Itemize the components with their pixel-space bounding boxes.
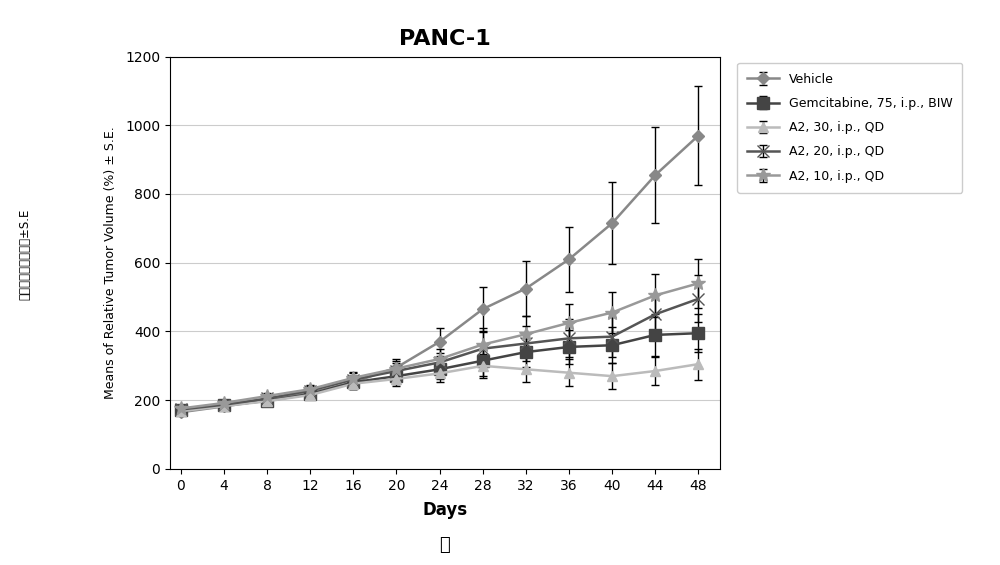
Legend: Vehicle, Gemcitabine, 75, i.p., BIW, A2, 30, i.p., QD, A2, 20, i.p., QD, A2, 10,: Vehicle, Gemcitabine, 75, i.p., BIW, A2,…: [737, 63, 962, 193]
Title: PANC-1: PANC-1: [399, 29, 491, 49]
Y-axis label: Means of Relative Tumor Volume (%) ± S.E.: Means of Relative Tumor Volume (%) ± S.E…: [104, 127, 117, 399]
X-axis label: Days: Days: [422, 501, 468, 519]
Text: 天: 天: [440, 536, 450, 554]
Text: 平均肿瘾大小（％）±S.E: 平均肿瘾大小（％）±S.E: [18, 208, 32, 300]
